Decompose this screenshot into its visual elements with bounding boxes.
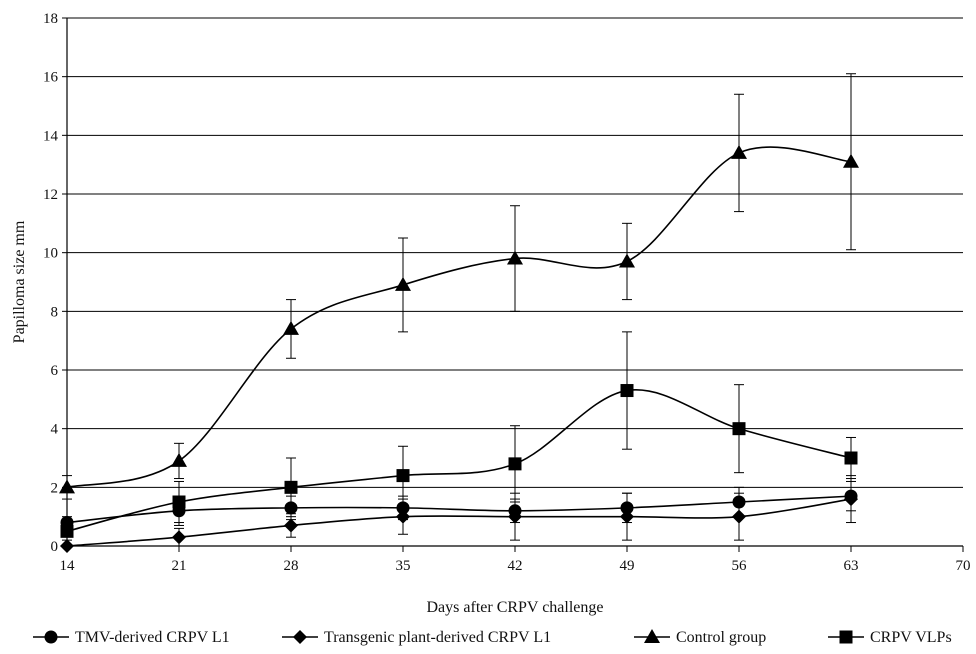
data-point	[395, 276, 411, 291]
y-tick-label: 14	[43, 128, 59, 144]
y-tick-label: 2	[51, 480, 59, 496]
legend-marker	[44, 630, 58, 644]
data-point	[620, 509, 634, 524]
data-point	[172, 530, 186, 545]
x-tick-label: 56	[732, 558, 748, 574]
y-tick-label: 8	[51, 304, 59, 320]
legend-label: Control group	[676, 629, 766, 646]
series-diamond	[60, 475, 858, 553]
y-tick-label: 18	[43, 11, 58, 27]
x-tick-label: 42	[508, 558, 523, 574]
data-point	[619, 253, 635, 268]
legend-marker	[644, 629, 660, 643]
x-tick-label: 28	[284, 558, 299, 574]
data-point	[844, 492, 858, 507]
y-tick-label: 0	[51, 539, 59, 555]
series-square	[60, 331, 858, 541]
y-tick-label: 12	[43, 187, 58, 203]
legend-label: CRPV VLPs	[870, 629, 952, 646]
legend-item: TMV-derived CRPV L1	[33, 629, 230, 646]
data-point	[396, 469, 410, 483]
data-point	[396, 509, 410, 524]
data-point	[59, 479, 75, 494]
series-line	[66, 146, 852, 489]
legend-label: TMV-derived CRPV L1	[75, 629, 230, 646]
y-tick-label: 10	[43, 246, 58, 262]
y-tick-label: 16	[43, 70, 59, 86]
series-layer	[59, 73, 859, 553]
data-point	[60, 539, 74, 553]
legend-marker	[293, 630, 307, 644]
data-point	[284, 518, 298, 533]
legend-item: Control group	[634, 629, 766, 646]
y-tick-label: 4	[51, 422, 59, 438]
series-triangle	[59, 73, 859, 500]
data-point	[284, 480, 298, 494]
data-point	[731, 144, 747, 159]
legend: TMV-derived CRPV L1 Transgenic plant-deri…	[33, 629, 952, 646]
data-point	[732, 422, 746, 436]
legend-marker	[839, 630, 853, 644]
legend-label: Transgenic plant-derived CRPV L1	[324, 629, 551, 646]
x-axis-title: Days after CRPV challenge	[427, 599, 604, 616]
x-tick-label: 63	[844, 558, 859, 574]
data-point	[172, 495, 186, 509]
y-tick-label: 6	[51, 363, 59, 379]
data-point	[620, 384, 634, 398]
legend-item: CRPV VLPs	[828, 629, 952, 646]
data-point	[732, 509, 746, 524]
legend-item: Transgenic plant-derived CRPV L1	[282, 629, 551, 646]
x-tick-label: 70	[956, 558, 971, 574]
x-tick-label: 35	[396, 558, 411, 574]
series-line	[66, 495, 852, 524]
data-point	[508, 509, 522, 524]
series-line	[66, 389, 852, 533]
data-point	[60, 524, 74, 538]
x-tick-label: 49	[620, 558, 635, 574]
data-point	[507, 250, 523, 265]
data-point	[508, 457, 522, 471]
x-tick-label: 14	[60, 558, 76, 574]
data-point	[171, 452, 187, 467]
data-point	[843, 153, 859, 168]
x-tick-label: 21	[172, 558, 187, 574]
data-point	[844, 451, 858, 465]
y-axis-title: Papilloma size mm	[11, 220, 28, 343]
axes: 0 2 4 6 8 10 12 14 16 18 14 21 28 35 42 49 56 63 70	[43, 11, 971, 574]
data-point	[283, 320, 299, 335]
series-line	[66, 498, 852, 547]
